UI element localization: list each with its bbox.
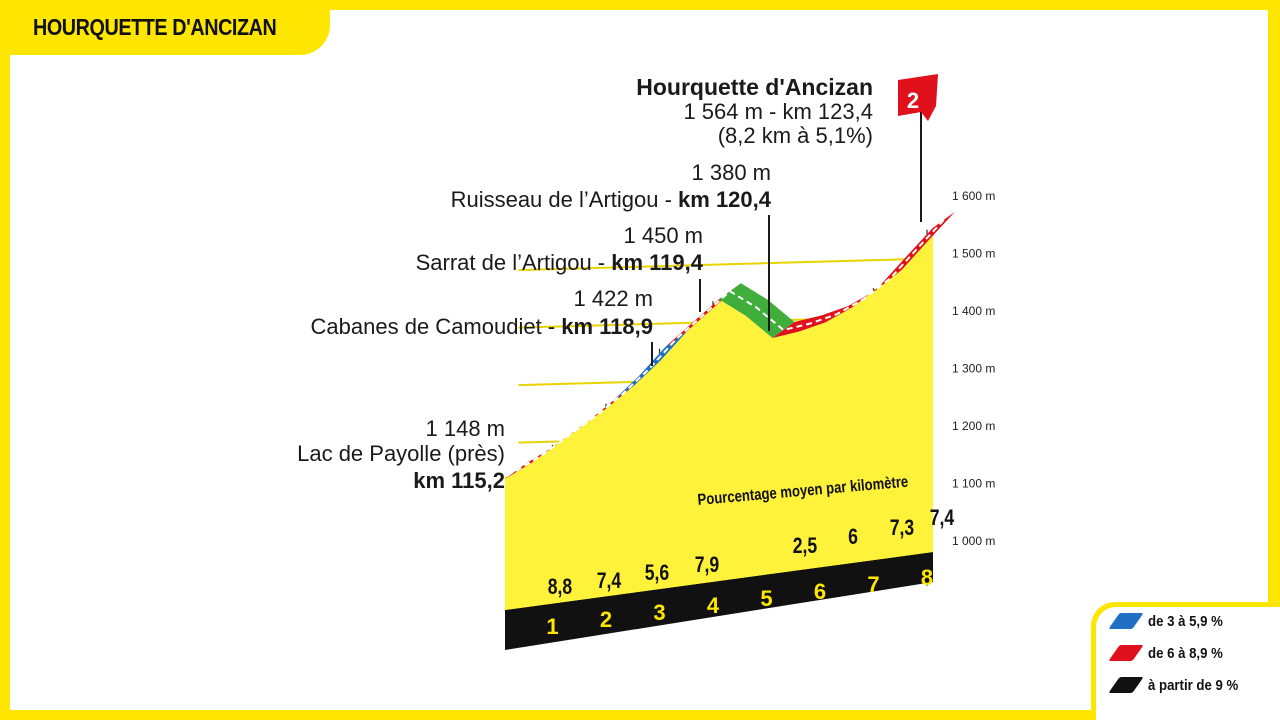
gradient-label-km-3: 5,6 [645, 561, 669, 585]
y-tick-label: 1 200 m [952, 419, 995, 433]
y-tick-label: 1 100 m [952, 477, 995, 491]
waypoint-alt-ruisseau: 1 380 m [692, 160, 772, 185]
y-tick-label: 1 600 m [952, 189, 995, 203]
waypoint-alt-cabanes: 1 422 m [574, 286, 654, 311]
waypoint-km-sarrat: km 119,4 [611, 250, 704, 275]
y-tick-label: 1 000 m [952, 534, 995, 548]
altitude-gridline [518, 257, 934, 272]
title-tab: HOURQUETTE D'ANCIZAN [0, 0, 330, 55]
gradient-label-km-4: 7,9 [695, 553, 719, 577]
legend-item-black: à partir de 9 % [1108, 674, 1251, 696]
km-mark-7: 7 [867, 572, 879, 597]
summit-info: 1 564 m - km 123,4 [683, 99, 873, 124]
baseline-strip [505, 552, 933, 650]
start-km: km 115,2 [413, 468, 505, 493]
waypoint-km-cabanes: km 118,9 [561, 314, 653, 339]
profile-top-layer [505, 211, 955, 650]
profile-area [505, 227, 933, 614]
gradient-label-km-5: 2,5 [793, 534, 817, 558]
start-alt: 1 148 m [426, 416, 506, 441]
profile-centerline [515, 219, 945, 472]
km-mark-2: 2 [600, 607, 612, 632]
waypoint-name-ruisseau: Ruisseau de l’Artigou - [451, 187, 678, 212]
gradient-band-km-1 [505, 426, 581, 479]
legend-item-red: de 6 à 8,9 % [1108, 642, 1233, 664]
summit-climb-stats: (8,2 km à 5,1%) [718, 123, 873, 148]
y-tick-label: 1 300 m [952, 362, 995, 376]
legend-label-black: à partir de 9 % [1148, 676, 1239, 694]
km-mark-4: 4 [707, 593, 720, 618]
legend-label-red: de 6 à 8,9 % [1148, 644, 1223, 662]
start-name: Lac de Payolle (près) [297, 441, 505, 466]
gradient-label-km-7: 7,3 [890, 516, 914, 540]
km-marks: 1 2 3 4 5 6 7 8 [546, 565, 933, 639]
category-number: 2 [907, 88, 919, 113]
page-title: HOURQUETTE D'ANCIZAN [33, 14, 277, 40]
waypoint-name-cabanes: Cabanes de Camoudiet - [311, 314, 562, 339]
gradient-label-km-6: 6 [848, 525, 858, 549]
km-mark-3: 3 [653, 600, 665, 625]
gradient-band-km-3 [612, 330, 688, 402]
y-axis-ticks: 1 000 m 1 100 m 1 200 m 1 300 m 1 400 m 1 500… [952, 189, 995, 548]
legend-item-blue: de 3 à 5,9 % [1108, 610, 1233, 632]
waypoint-label-cabanes: Cabanes de Camoudiet - km 118,9 [311, 314, 653, 339]
gradient-labels: 8,8 7,4 5,6 7,9 2,5 6 7,3 7,4 [548, 506, 954, 599]
waypoint-km-ruisseau: km 120,4 [678, 187, 772, 212]
y-tick-label: 1 400 m [952, 304, 995, 318]
km-mark-8: 8 [921, 565, 933, 590]
km-mark-5: 5 [760, 586, 772, 611]
profile-fill-layer [505, 227, 933, 614]
gradient-label-km-1: 8,8 [548, 575, 572, 599]
legend-swatch-black [1108, 677, 1144, 693]
km-mark-1: 1 [546, 614, 558, 639]
legend-label-blue: de 3 à 5,9 % [1148, 612, 1223, 630]
category-flag [898, 74, 938, 121]
y-tick-label: 1 500 m [952, 247, 995, 261]
legend-swatch-blue [1108, 613, 1144, 629]
waypoint-label-ruisseau: Ruisseau de l’Artigou - km 120,4 [451, 187, 772, 212]
baseline-top-edge [505, 544, 933, 610]
legend-swatch-red [1108, 645, 1144, 661]
waypoint-name-sarrat: Sarrat de l’Artigou - [416, 250, 612, 275]
km-mark-6: 6 [814, 579, 826, 604]
waypoint-alt-sarrat: 1 450 m [624, 223, 704, 248]
gradient-band-km-6 [772, 306, 848, 338]
waypoint-label-sarrat: Sarrat de l’Artigou - km 119,4 [416, 250, 704, 275]
gradient-label-km-2: 7,4 [597, 569, 621, 593]
gradient-band-km-8 [879, 211, 955, 287]
summit-name: Hourquette d'Ancizan [636, 74, 873, 100]
gradient-label-km-8: 7,4 [930, 506, 954, 530]
